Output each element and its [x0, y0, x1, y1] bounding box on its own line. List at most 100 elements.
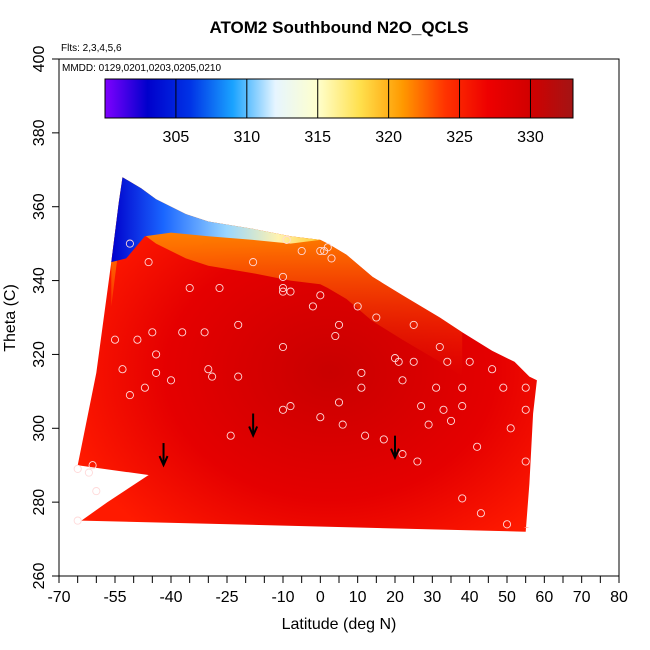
surface-arrows	[158, 413, 400, 468]
flights-note: Flts: 2,3,4,5,6	[61, 43, 122, 54]
observation-point	[458, 383, 467, 392]
colorbar-tick-label: 315	[304, 129, 331, 146]
x-tick-label: -70	[47, 589, 70, 606]
observation-point	[278, 342, 288, 352]
x-axis-label: Latitude (deg N)	[282, 616, 397, 633]
colorbar-tick-label: 320	[375, 129, 402, 146]
observation-point	[125, 239, 134, 248]
observation-point	[178, 328, 187, 337]
observation-point	[499, 383, 508, 392]
observation-point	[144, 258, 153, 267]
x-axis: -70 -55 -40 -25 -10 0 10 20 30 40 50 60 70 80	[47, 576, 628, 606]
observation-point	[234, 320, 243, 329]
y-tick-label: 260	[31, 563, 48, 590]
observation-point	[398, 450, 407, 459]
observation-point	[394, 357, 403, 366]
observation-point	[443, 357, 452, 366]
colorbar-tick-label: 305	[163, 129, 190, 146]
down-arrow	[248, 413, 259, 438]
observation-point	[278, 405, 288, 414]
down-arrow	[158, 443, 169, 468]
observation-point	[357, 368, 366, 377]
observation-point	[458, 494, 467, 503]
observation-point	[249, 258, 258, 267]
observation-point	[334, 398, 344, 407]
observation-point	[118, 365, 127, 374]
x-tick-label: -40	[159, 589, 182, 606]
y-tick-label: 400	[31, 46, 48, 73]
observation-point	[208, 372, 217, 381]
observation-point	[215, 283, 224, 293]
y-tick-label: 360	[31, 193, 48, 220]
y-axis: 260 280 300 320 340 360 380 400	[31, 46, 59, 590]
colorbar: 305 310 315 320 325 330	[104, 78, 574, 146]
observation-point	[521, 405, 530, 414]
x-tick-label: -55	[103, 589, 126, 606]
observation-point	[125, 391, 134, 400]
observation-point	[379, 435, 388, 444]
x-tick-label: 50	[498, 589, 516, 606]
observation-point	[334, 320, 344, 329]
observation-point	[413, 457, 422, 466]
observation-point	[148, 328, 157, 337]
x-tick-label: 10	[349, 589, 367, 606]
observation-point	[465, 357, 474, 366]
observation-point	[439, 405, 448, 414]
y-tick-label: 280	[31, 489, 48, 516]
observation-point	[84, 468, 93, 477]
observation-point	[506, 424, 515, 433]
colorbar-tick-label: 325	[446, 129, 473, 146]
observation-point	[282, 235, 291, 244]
y-tick-label: 380	[31, 119, 48, 146]
observation-point	[372, 313, 381, 322]
observation-point	[152, 350, 161, 359]
observation-point	[278, 272, 288, 281]
observation-point	[200, 328, 209, 337]
y-tick-label: 340	[31, 267, 48, 294]
observation-point	[473, 442, 482, 451]
x-tick-label: 0	[316, 589, 325, 606]
dates-note: MMDD: 0129,0201,0203,0205,0210	[62, 63, 221, 74]
observation-point	[226, 431, 235, 440]
observation-point	[502, 520, 512, 529]
observation-point	[166, 376, 176, 385]
x-tick-label: 80	[610, 589, 628, 606]
down-arrow	[390, 435, 400, 461]
observation-point	[316, 413, 325, 422]
observation-points	[73, 235, 530, 529]
observation-point	[521, 457, 530, 466]
colorbar-tick-label: 330	[517, 129, 544, 146]
observation-point	[140, 383, 149, 392]
y-axis-label: Theta (C)	[2, 284, 19, 352]
observation-point	[323, 243, 332, 252]
observation-point	[361, 431, 370, 440]
x-tick-label: -10	[271, 589, 294, 606]
observation-point	[234, 372, 243, 381]
chart-title: ATOM2 Southbound N2O_QCLS	[209, 18, 468, 37]
observation-point	[204, 365, 213, 374]
observation-point	[424, 420, 433, 429]
observation-point	[488, 365, 497, 374]
observation-point	[327, 254, 336, 263]
observation-point	[476, 509, 485, 518]
x-tick-label: 60	[535, 589, 553, 606]
y-tick-label: 300	[31, 415, 48, 442]
observation-point	[286, 402, 295, 411]
observation-point	[458, 402, 467, 411]
observation-point	[316, 291, 325, 300]
heatmap-field	[77, 177, 537, 532]
observation-point	[357, 383, 366, 392]
observation-point	[286, 287, 295, 296]
observation-point	[338, 420, 347, 429]
x-tick-label: 40	[461, 589, 479, 606]
x-tick-label: -25	[215, 589, 238, 606]
observation-point	[417, 402, 426, 411]
observation-point	[316, 246, 325, 256]
observation-point	[152, 368, 161, 377]
observation-point	[133, 335, 142, 344]
observation-point	[110, 335, 120, 344]
x-tick-label: 30	[423, 589, 441, 606]
colorbar-scale	[104, 78, 574, 119]
observation-point	[88, 461, 97, 470]
